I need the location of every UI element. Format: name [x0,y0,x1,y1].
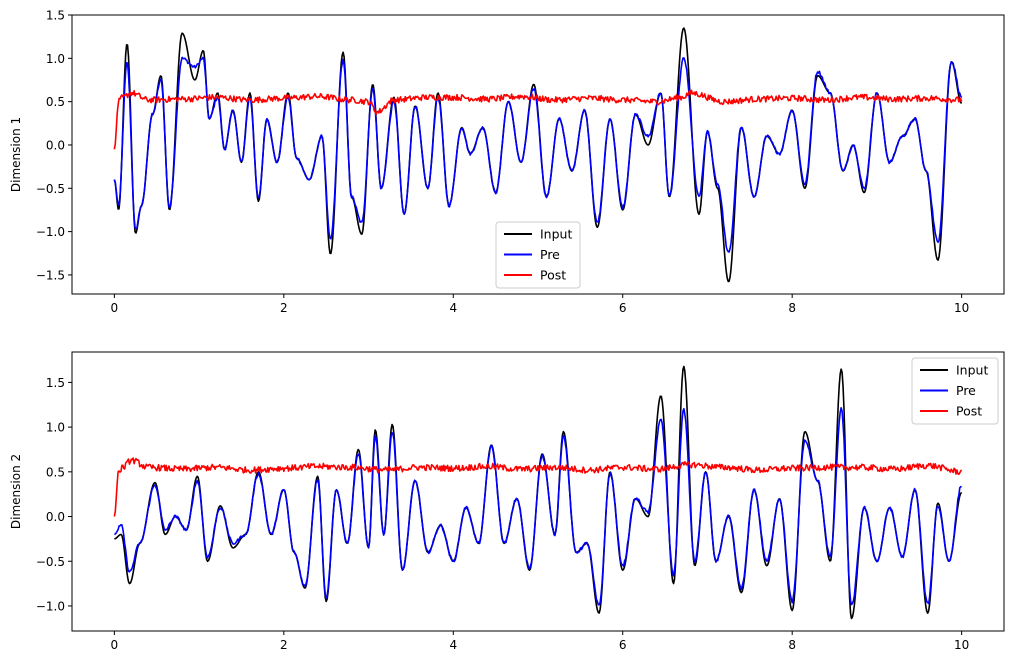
legend-label-pre: Pre [956,383,976,398]
y-tick-label: 0.5 [46,95,65,109]
y-tick-label: 0.0 [46,138,65,152]
legend: Input Pre Post [911,357,999,425]
x-tick-label: 2 [280,638,288,652]
x-tick-label: 0 [111,638,119,652]
y-axis-label: Dimension 2 [9,454,23,529]
y-tick-label: 0.5 [46,465,65,479]
legend-label-post: Post [540,268,566,283]
y-tick-label: −1.0 [36,599,65,613]
series-line-pre [114,407,962,606]
y-tick-label: 1.0 [46,52,65,66]
legend: Input Pre Post [495,221,581,289]
subplot-2: 0 2 4 6 8 10 −1.0 −0.5 0.0 0.5 1.0 1.5 Dimension 2 In… [9,351,1005,652]
y-tick-label: 1.5 [46,9,65,23]
axes-frame [71,14,1005,295]
legend-box [911,357,999,425]
y-tick-label: 1.5 [46,376,65,390]
y-tick-label: −1.5 [36,268,65,282]
x-tick-label: 10 [954,301,969,315]
x-tick-label: 10 [954,638,969,652]
y-tick-label: 0.0 [46,510,65,524]
legend-label-input: Input [540,227,572,242]
x-tick-label: 0 [111,301,119,315]
subplot-1: 0 2 4 6 8 10 −1.5 −1.0 −0.5 0.0 0.5 1.0 1.5 Dimension… [9,9,1005,315]
y-tick-label: −1.0 [36,225,65,239]
x-tick-label: 4 [449,301,457,315]
series-line-post [113,457,963,517]
legend-box [495,221,581,289]
x-tick-label: 6 [619,638,627,652]
y-tick-label: −0.5 [36,555,65,569]
legend-label-post: Post [956,404,982,419]
x-tick-label: 2 [280,301,288,315]
x-tick-label: 8 [788,638,796,652]
legend-label-input: Input [956,363,988,378]
y-tick-label: −0.5 [36,182,65,196]
series-line-post [113,89,963,150]
series-line-pre [113,56,963,253]
x-tick-label: 6 [619,301,627,315]
x-tick-label: 8 [788,301,796,315]
axes-frame [71,351,1005,632]
x-tick-label: 4 [449,638,457,652]
legend-label-pre: Pre [540,247,560,262]
y-tick-label: 1.0 [46,421,65,435]
y-axis-label: Dimension 1 [9,117,23,192]
